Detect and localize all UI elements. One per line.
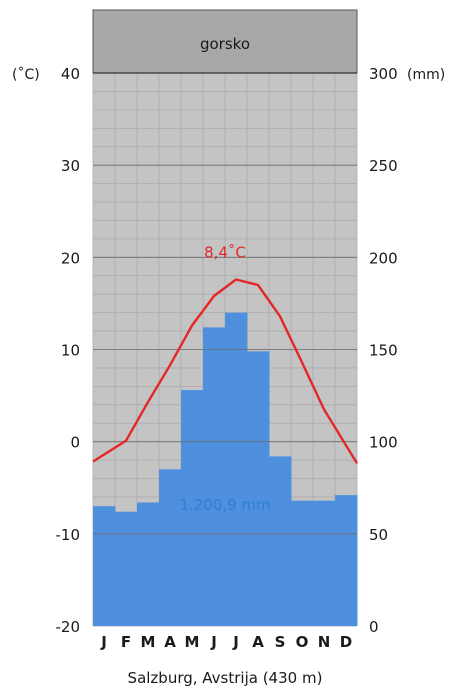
right-tick-label: 300 — [369, 65, 398, 83]
precip-bar — [313, 500, 336, 626]
header-band — [92, 9, 358, 74]
right-tick-label: 150 — [369, 342, 398, 360]
right-tick-label: 50 — [369, 526, 388, 544]
grid-overlay — [93, 164, 357, 535]
month-label: S — [275, 633, 286, 651]
right-tick-label: 0 — [369, 618, 379, 636]
temperature-annotation: 8,4˚C — [204, 243, 246, 261]
left-tick-label: 20 — [61, 249, 80, 267]
chart-caption: Salzburg, Avstrija (430 m) — [128, 669, 323, 687]
left-tick-label: 0 — [70, 434, 80, 452]
month-label: J — [210, 633, 217, 651]
month-label: A — [164, 633, 176, 651]
precip-bar — [203, 327, 226, 626]
month-label: O — [296, 633, 309, 651]
month-label: D — [340, 633, 352, 651]
precip-bar — [181, 390, 204, 626]
right-axis-unit: (mm) — [407, 67, 445, 83]
precip-bar — [291, 500, 314, 626]
left-tick-label: 30 — [61, 157, 80, 175]
left-tick-label: 10 — [61, 342, 80, 360]
month-label: M — [185, 633, 200, 651]
right-tick-label: 200 — [369, 249, 398, 267]
left-axis-ticks: 40 30 20 10 0 -10 -20 — [56, 65, 81, 636]
left-tick-label: 40 — [61, 65, 80, 83]
left-axis-unit: (˚C) — [12, 66, 40, 83]
temperature-line — [92, 278, 359, 464]
right-tick-label: 100 — [369, 434, 398, 452]
month-label: F — [121, 633, 131, 651]
precip-bar — [269, 456, 292, 626]
month-label: J — [100, 633, 107, 651]
month-label: M — [141, 633, 156, 651]
precip-bar — [225, 312, 248, 626]
left-tick-label: -10 — [56, 526, 81, 544]
right-axis-ticks: 300 250 200 150 100 50 0 — [369, 65, 398, 636]
precip-bar — [159, 469, 182, 626]
precip-bar — [93, 506, 116, 626]
precipitation-annotation: 1.200,9 mm — [179, 496, 270, 514]
precipitation-bars — [93, 312, 358, 626]
month-label: J — [232, 633, 239, 651]
right-tick-label: 250 — [369, 157, 398, 175]
month-label: N — [318, 633, 331, 651]
left-tick-label: -20 — [56, 618, 81, 636]
precip-bar — [137, 502, 160, 626]
precip-bar — [335, 495, 358, 626]
precip-bar — [115, 511, 138, 626]
header-title: gorsko — [200, 35, 250, 53]
month-label: A — [252, 633, 264, 651]
precip-bar — [247, 351, 270, 626]
